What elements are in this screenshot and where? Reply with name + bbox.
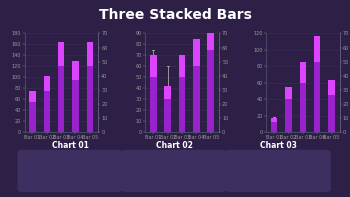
Bar — [86, 42, 93, 66]
Bar — [58, 42, 64, 66]
Bar — [314, 62, 321, 132]
Bar — [179, 77, 185, 132]
Text: Chart 01: Chart 01 — [51, 141, 89, 150]
Bar — [43, 76, 50, 91]
Bar — [179, 55, 185, 77]
Bar — [208, 50, 214, 132]
Bar — [72, 61, 79, 80]
Bar — [164, 99, 171, 132]
Text: Lorem ipsum dolor sit amet, simul
adolescens et als, id nec artem intercesset.: Lorem ipsum dolor sit amet, simul adoles… — [22, 166, 118, 176]
Bar — [193, 66, 199, 132]
Text: Chart 02: Chart 02 — [156, 141, 193, 150]
Bar — [300, 83, 306, 132]
Bar — [314, 36, 321, 62]
Text: Lorem ipsum dolor sit amet, simul
adolescens et als, id nec artem intercesset.: Lorem ipsum dolor sit amet, simul adoles… — [231, 166, 326, 176]
Bar — [43, 91, 50, 132]
Bar — [328, 80, 335, 95]
Bar — [150, 55, 156, 77]
Bar — [328, 95, 335, 132]
Bar — [271, 122, 278, 132]
Text: Three Stacked Bars: Three Stacked Bars — [99, 8, 251, 22]
Bar — [29, 102, 36, 132]
Bar — [58, 66, 64, 132]
Text: Lorem ipsum dolor sit amet, simul
adolescens et als, id nec artem intercesset.: Lorem ipsum dolor sit amet, simul adoles… — [127, 166, 222, 176]
Bar — [86, 66, 93, 132]
Bar — [271, 118, 278, 122]
Bar — [29, 91, 36, 102]
Bar — [72, 80, 79, 132]
Text: Chart 03: Chart 03 — [260, 141, 297, 150]
Bar — [300, 62, 306, 83]
Bar — [193, 39, 199, 66]
Bar — [208, 17, 214, 50]
Bar — [285, 87, 292, 99]
Bar — [285, 99, 292, 132]
Bar — [150, 77, 156, 132]
Bar — [164, 86, 171, 99]
